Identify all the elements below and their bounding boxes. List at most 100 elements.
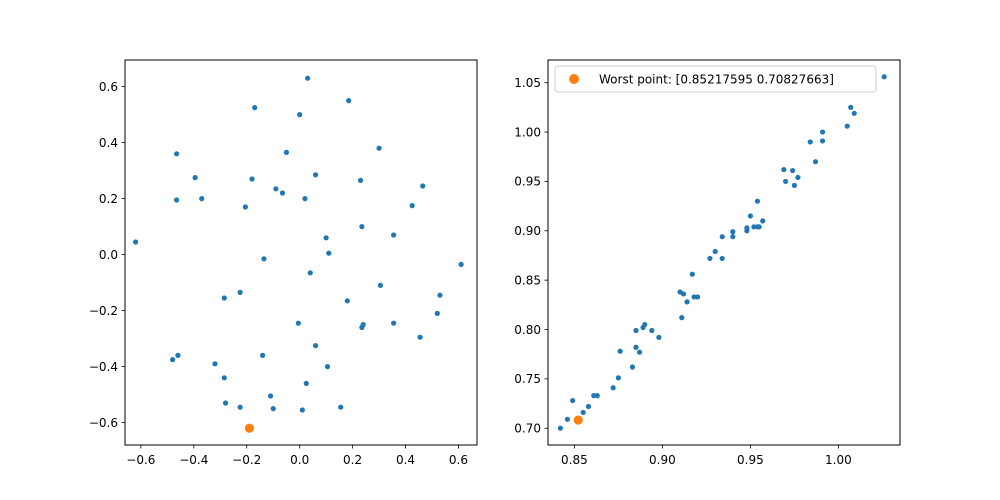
- chart-right: 0.85 0.90 0.95 1.00 0.70 0.75 0.80 0.85 0.90 0.9…: [514, 59, 901, 467]
- data-point: [642, 321, 648, 328]
- data-point: [338, 404, 344, 410]
- data-point: [649, 327, 655, 334]
- data-point: [326, 250, 332, 256]
- data-point: [730, 229, 736, 235]
- data-point: [760, 218, 766, 224]
- data-point: [719, 255, 725, 262]
- chart-right-y-axis: 0.70 0.75 0.80 0.85 0.90 0.95 1.00 1.05: [514, 76, 548, 436]
- data-point: [790, 167, 796, 174]
- legend-label: Worst point: [0.85217595 0.70827663]: [599, 73, 834, 87]
- data-point: [307, 270, 313, 276]
- y-tick-label: 0.70: [514, 422, 541, 436]
- data-point: [848, 104, 854, 110]
- y-tick-label: 0.85: [514, 273, 541, 287]
- data-point: [312, 172, 319, 178]
- data-point: [881, 74, 887, 80]
- chart-left-x-axis: −0.6 −0.4 −0.2 0.0 0.2 0.4 0.6: [126, 445, 468, 467]
- chart-left-points: [132, 75, 464, 433]
- data-point: [249, 176, 255, 182]
- data-point: [615, 375, 622, 381]
- data-point: [744, 228, 750, 234]
- data-point: [812, 159, 819, 165]
- data-point: [791, 182, 798, 188]
- data-point: [344, 298, 350, 304]
- x-tick-label: 0.90: [649, 453, 676, 467]
- data-point: [357, 177, 364, 183]
- chart-left: −0.6 −0.4 −0.2 0.0 0.2 0.4 0.6 −0.6 −0.4 −0.2 0.0…: [89, 59, 478, 467]
- x-tick-label: 0.2: [343, 453, 362, 467]
- y-tick-label: 1.00: [514, 125, 541, 139]
- data-point: [679, 315, 685, 321]
- data-point: [564, 416, 570, 422]
- x-tick-label: 0.85: [561, 453, 588, 467]
- y-tick-label: 0.95: [514, 175, 541, 189]
- data-point: [273, 186, 279, 192]
- data-point: [174, 151, 180, 157]
- data-point: [409, 203, 415, 209]
- legend-marker: [569, 74, 579, 84]
- y-tick-label: 0.75: [514, 372, 541, 386]
- data-point: [851, 110, 857, 116]
- data-point: [781, 166, 787, 173]
- x-tick-label: −0.2: [232, 453, 261, 467]
- data-point: [756, 224, 762, 230]
- chart-right-frame: [547, 59, 901, 446]
- data-point: [434, 310, 440, 316]
- x-tick-label: 0.95: [737, 453, 764, 467]
- data-point: [712, 248, 718, 255]
- data-point: [221, 375, 227, 381]
- data-point: [221, 295, 227, 301]
- y-tick-label: 0.4: [99, 136, 118, 150]
- data-point: [305, 75, 311, 81]
- data-point: [594, 393, 600, 399]
- y-tick-label: −0.6: [89, 416, 118, 430]
- x-tick-label: 1.00: [825, 453, 852, 467]
- data-point: [132, 239, 139, 245]
- data-point: [360, 322, 366, 328]
- data-point: [807, 139, 813, 145]
- x-tick-label: 0.4: [396, 453, 415, 467]
- y-tick-label: 1.05: [514, 76, 541, 90]
- data-point: [730, 234, 736, 240]
- data-point: [261, 256, 267, 262]
- y-tick-label: 0.0: [99, 248, 118, 262]
- legend: Worst point: [0.85217595 0.70827663]: [554, 65, 877, 93]
- data-point: [417, 334, 423, 340]
- data-point: [324, 364, 331, 370]
- chart-right-x-axis: 0.85 0.90 0.95 1.00: [561, 445, 852, 467]
- data-point: [192, 175, 198, 181]
- data-point: [684, 299, 690, 305]
- data-point: [283, 149, 290, 155]
- data-point: [458, 261, 464, 267]
- data-point: [174, 197, 180, 203]
- data-point: [252, 105, 258, 111]
- data-point: [689, 271, 695, 277]
- data-point: [323, 235, 329, 241]
- data-point: [617, 348, 623, 354]
- data-point: [346, 98, 352, 104]
- data-point: [302, 196, 308, 202]
- data-point: [267, 393, 274, 399]
- data-point: [747, 213, 754, 219]
- y-tick-label: 0.90: [514, 224, 541, 238]
- data-point: [170, 357, 176, 363]
- data-point: [242, 204, 249, 210]
- data-point: [695, 294, 701, 300]
- data-point: [391, 232, 397, 238]
- data-point: [437, 292, 443, 298]
- data-point: [719, 234, 725, 240]
- data-point: [680, 291, 687, 297]
- data-point: [175, 352, 181, 358]
- chart-left-frame: [124, 59, 478, 446]
- data-point: [222, 400, 229, 406]
- y-tick-label: 0.2: [99, 192, 118, 206]
- x-tick-label: −0.4: [179, 453, 208, 467]
- worst-point: [244, 423, 254, 433]
- data-point: [557, 425, 563, 431]
- data-point: [237, 289, 243, 295]
- x-tick-label: 0.6: [449, 453, 468, 467]
- data-point: [270, 406, 276, 412]
- y-tick-label: −0.4: [89, 360, 118, 374]
- data-point: [844, 123, 850, 129]
